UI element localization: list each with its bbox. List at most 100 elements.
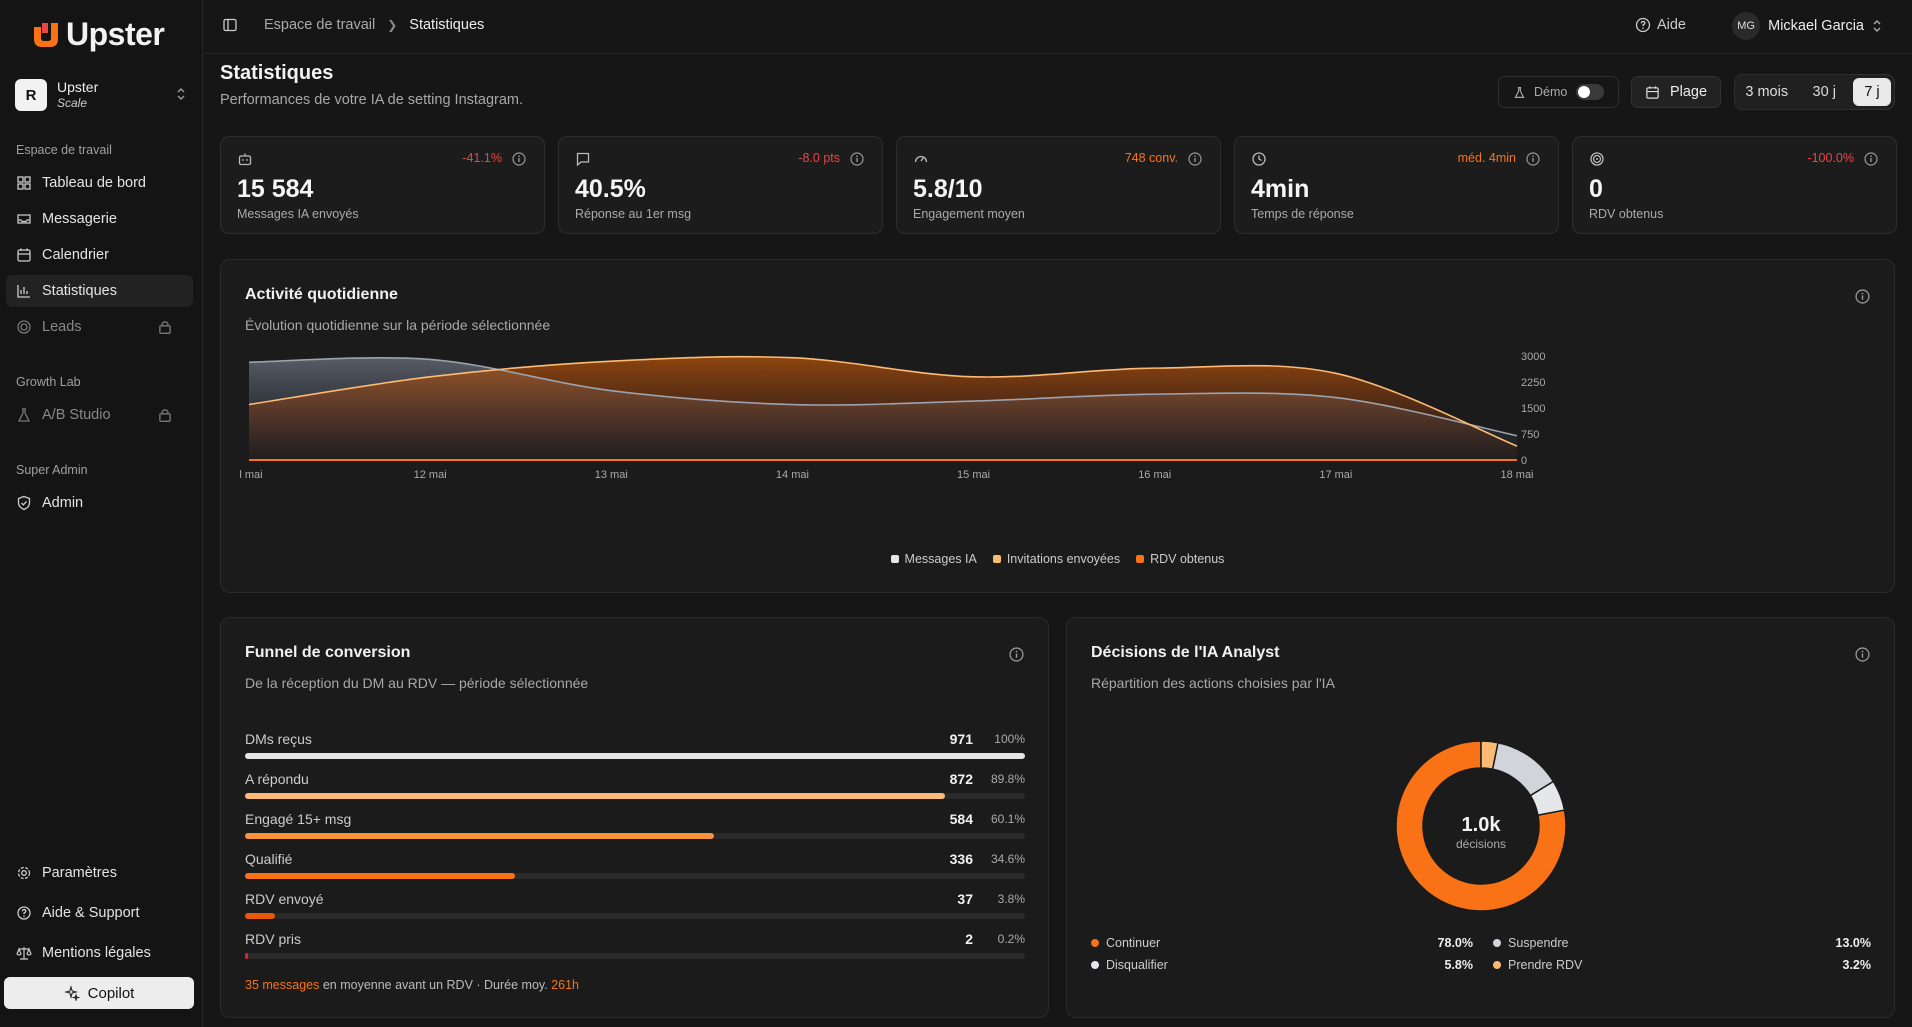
chevron-right-icon: ❯	[387, 18, 398, 32]
range-option-30-days[interactable]: 30 j	[1812, 84, 1836, 100]
decision-pct: 5.8%	[1444, 958, 1474, 972]
donut-slice[interactable]	[1480, 740, 1499, 771]
sidebar-toggle-icon[interactable]	[222, 17, 238, 33]
funnel-stage-label: RDV pris	[245, 931, 302, 947]
copilot-button[interactable]: Copilot	[4, 977, 194, 1009]
app-name: Upster	[66, 16, 165, 52]
org-switcher[interactable]: R Upster Scale	[15, 78, 187, 112]
chevron-up-down-icon	[177, 87, 185, 101]
donut-center-value: 1.0k	[1462, 814, 1502, 836]
x-tick-label: 12 mai	[414, 469, 447, 481]
bar-chart-icon	[17, 285, 30, 298]
range-option-3-months[interactable]: 3 mois	[1745, 84, 1789, 100]
chart-legend: Messages IA Invitations envoyées RDV obt…	[221, 552, 1894, 566]
kpi-card-appointments: -100.0% 0 RDV obtenus	[1572, 136, 1897, 234]
legend-item[interactable]: Invitations envoyées	[992, 552, 1120, 566]
x-tick-label: 18 mai	[1500, 469, 1533, 481]
series-line[interactable]	[248, 357, 1518, 437]
funnel-stage-pct: 0.2%	[997, 932, 1025, 946]
decision-pct: 3.2%	[1842, 958, 1872, 972]
section-label-growth-lab: Growth Lab	[16, 375, 81, 389]
donut-slice[interactable]	[1491, 741, 1555, 797]
x-tick-label: l mai	[239, 469, 262, 481]
sparkles-icon	[63, 985, 80, 1001]
sidebar-item-settings[interactable]: Paramètres	[6, 857, 193, 889]
info-icon[interactable]	[1188, 152, 1202, 166]
chevron-up-down-icon	[1873, 20, 1881, 32]
calendar-icon	[1646, 85, 1659, 99]
sidebar-item-dashboard[interactable]: Tableau de bord	[6, 167, 193, 199]
funnel-row: Qualifié 336 34.6%	[245, 851, 1025, 891]
target-icon	[1590, 152, 1604, 166]
legend-item[interactable]: RDV obtenus	[1136, 552, 1224, 566]
section-label-workspace: Espace de travail	[16, 143, 112, 157]
sidebar-item-calendar[interactable]: Calendrier	[6, 239, 193, 271]
sidebar-item-statistics[interactable]: Statistiques	[6, 275, 193, 307]
funnel-bar-fill	[245, 913, 275, 919]
flask-icon	[1514, 86, 1525, 98]
range-picker-button[interactable]: Plage	[1631, 76, 1721, 108]
sidebar-item-label: Mentions légales	[42, 945, 151, 961]
help-circle-icon	[1635, 17, 1651, 33]
kpi-label: RDV obtenus	[1589, 207, 1664, 221]
series-line[interactable]	[248, 355, 1518, 447]
range-option-7-days[interactable]: 7 j	[1853, 78, 1891, 106]
funnel-row: Engagé 15+ msg 584 60.1%	[245, 811, 1025, 851]
info-icon[interactable]	[1526, 152, 1540, 166]
toggle-switch[interactable]	[1576, 84, 1604, 100]
kpi-value: 4min	[1251, 175, 1310, 203]
info-icon[interactable]	[512, 152, 526, 166]
x-tick-label: 15 mai	[957, 469, 990, 481]
sidebar-item-messaging[interactable]: Messagerie	[6, 203, 193, 235]
funnel-bar-track	[245, 873, 1025, 879]
funnel-stage-label: DMs reçus	[245, 731, 312, 747]
info-icon[interactable]	[1864, 152, 1878, 166]
donut-center-label: décisions	[1456, 837, 1506, 851]
sidebar-item-label: Paramètres	[42, 865, 117, 881]
dashboard-icon	[17, 176, 31, 190]
info-icon[interactable]	[850, 152, 864, 166]
x-tick-label: 16 mai	[1138, 469, 1171, 481]
help-circle-icon	[17, 906, 31, 920]
legend-dot	[1091, 961, 1099, 969]
breadcrumb-workspace[interactable]: Espace de travail	[264, 17, 376, 33]
avg-messages: 35 messages	[245, 978, 320, 992]
sidebar-item-admin[interactable]: Admin	[6, 487, 193, 519]
scale-icon	[16, 947, 32, 960]
funnel-row: RDV pris 2 0.2%	[245, 931, 1025, 971]
sidebar-item-help-support[interactable]: Aide & Support	[6, 897, 193, 929]
logo[interactable]: Upster	[30, 16, 165, 53]
demo-toggle[interactable]: Démo	[1498, 76, 1619, 108]
kpi-delta: 748 conv.	[1124, 151, 1178, 165]
funnel-stage-count: 584	[949, 811, 973, 827]
range-picker-label: Plage	[1669, 84, 1708, 100]
kpi-card-response-time: méd. 4min 4min Temps de réponse	[1234, 136, 1559, 234]
funnel-bar-fill	[245, 753, 1025, 759]
decision-legend-continue: Continuer	[1091, 936, 1160, 950]
sidebar-item-label: Messagerie	[42, 211, 117, 227]
funnel-stage-pct: 100%	[994, 732, 1025, 746]
info-icon[interactable]	[1855, 647, 1870, 662]
sidebar-item-leads[interactable]: Leads	[6, 311, 193, 343]
info-icon[interactable]	[1009, 647, 1024, 662]
kpi-value: 5.8/10	[913, 175, 983, 203]
info-icon[interactable]	[1855, 289, 1870, 304]
avg-duration: 261h	[551, 978, 579, 992]
help-button[interactable]: Aide	[1635, 17, 1686, 33]
funnel-bar-track	[245, 833, 1025, 839]
sidebar-item-legal[interactable]: Mentions légales	[6, 937, 193, 969]
funnel-bar-track	[245, 793, 1025, 799]
donut-slice[interactable]	[1395, 740, 1567, 912]
funnel-stage-count: 2	[965, 931, 973, 947]
gear-icon	[17, 866, 31, 880]
sidebar-item-ab-studio[interactable]: A/B Studio	[6, 399, 193, 431]
funnel-stage-label: Engagé 15+ msg	[245, 811, 352, 827]
legend-item[interactable]: Messages IA	[890, 552, 977, 566]
panel-subtitle: Répartition des actions choisies par l'I…	[1091, 675, 1335, 691]
sidebar-item-label: Tableau de bord	[42, 175, 146, 191]
user-menu[interactable]: MG Mickael Garcia	[1732, 12, 1882, 40]
bot-icon	[238, 153, 252, 166]
decision-pct: 78.0%	[1437, 936, 1473, 950]
gauge-icon	[914, 155, 928, 163]
legend-dot	[1493, 961, 1501, 969]
